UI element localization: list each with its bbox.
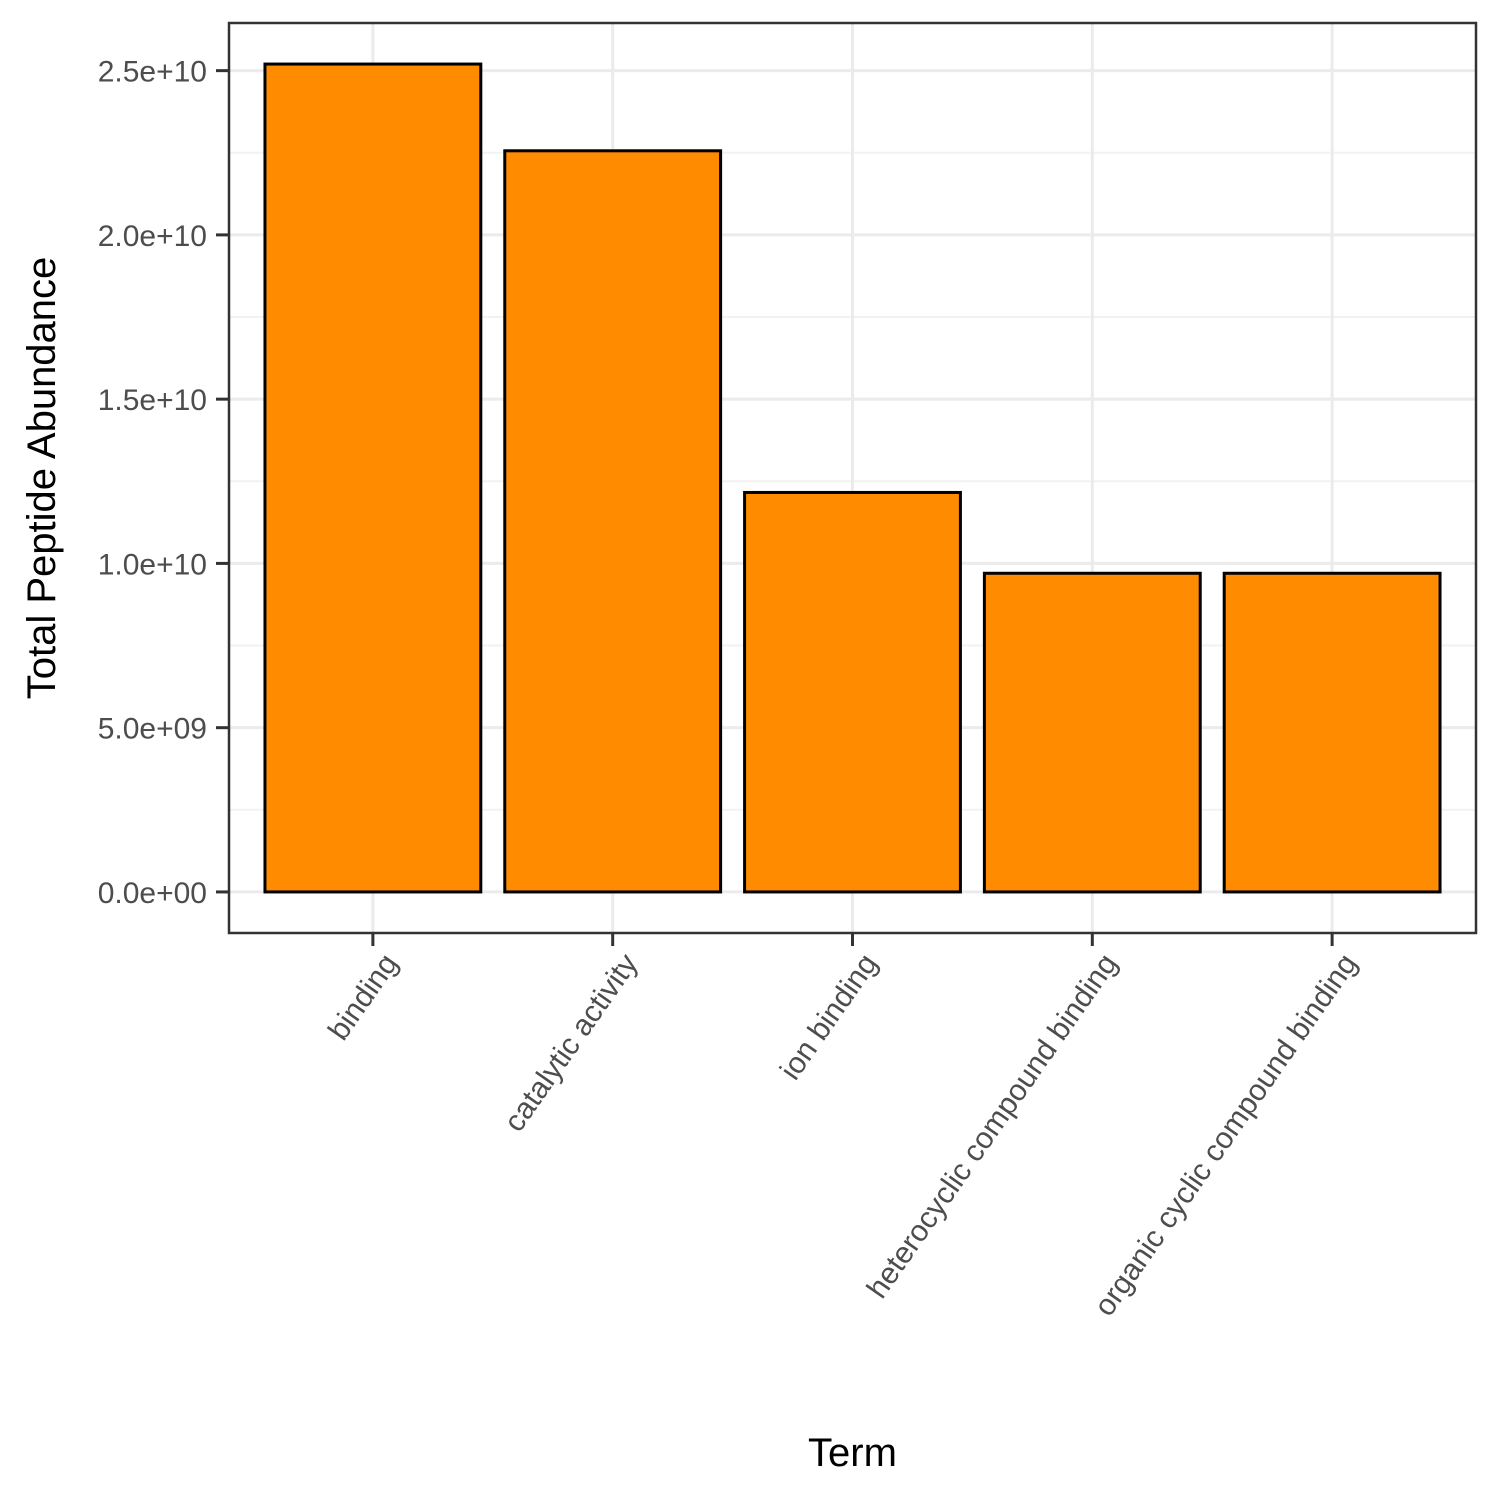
y-tick-label: 2.0e+10 xyxy=(98,220,207,253)
bars xyxy=(263,62,1442,894)
y-tick-label: 5.0e+09 xyxy=(98,713,207,746)
x-axis-title: Term xyxy=(808,1431,897,1475)
bar-heterocyclic-compound-binding xyxy=(982,571,1202,894)
y-axis-title: Total Peptide Abundance xyxy=(20,257,64,700)
bar-binding xyxy=(263,62,483,894)
bar-organic-cyclic-compound-binding xyxy=(1222,571,1442,894)
bar-catalytic-activity xyxy=(503,149,723,894)
y-tick-label: 1.0e+10 xyxy=(98,548,207,581)
y-tick-label: 2.5e+10 xyxy=(98,56,207,89)
y-tick-label: 0.0e+00 xyxy=(98,877,207,910)
y-tick-label: 1.5e+10 xyxy=(98,384,207,417)
bar-ion-binding xyxy=(743,490,962,894)
